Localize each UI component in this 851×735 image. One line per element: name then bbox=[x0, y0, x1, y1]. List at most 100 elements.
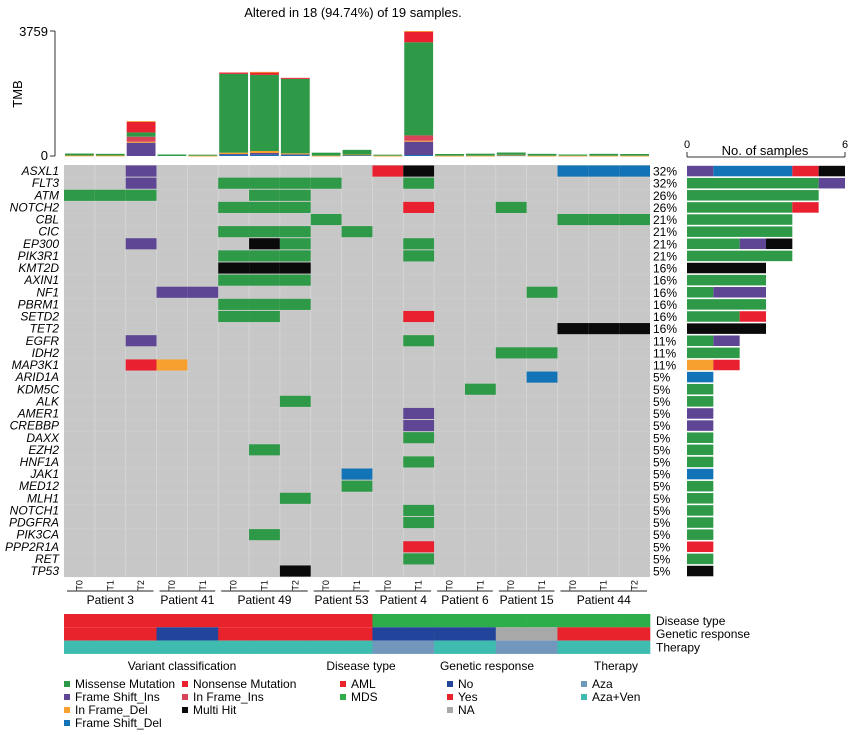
annotation-label: Genetic response bbox=[656, 627, 750, 641]
gene-label: NOTCH2 bbox=[10, 200, 60, 214]
side-bar-segment bbox=[713, 359, 740, 371]
legend-item-label: Nonsense Mutation bbox=[193, 677, 296, 691]
sample-label: T1 bbox=[105, 580, 115, 591]
gene-label: RET bbox=[35, 552, 61, 566]
matrix-cell bbox=[619, 213, 650, 226]
matrix-cell bbox=[249, 298, 280, 310]
side-bar-segment bbox=[687, 359, 714, 371]
sample-label: T2 bbox=[290, 580, 300, 591]
percent-label: 5% bbox=[653, 431, 671, 445]
gene-label: PBRM1 bbox=[18, 297, 59, 311]
gene-label: JAK1 bbox=[29, 467, 59, 481]
sample-label: T0 bbox=[383, 580, 393, 591]
legend-swatch bbox=[64, 720, 70, 726]
annotation-cell bbox=[218, 640, 250, 654]
legend-swatch bbox=[447, 707, 453, 713]
matrix-cell bbox=[403, 516, 435, 529]
matrix-cell bbox=[526, 286, 558, 298]
annotation-cell bbox=[310, 614, 342, 628]
annotation-cell bbox=[619, 627, 651, 641]
percent-label: 21% bbox=[653, 237, 677, 251]
percent-label: 5% bbox=[653, 468, 671, 482]
tmb-bar-segment bbox=[558, 155, 588, 157]
side-bar-segment bbox=[687, 250, 793, 262]
matrix-cell bbox=[403, 250, 435, 262]
percent-labels: 32%32%26%26%21%21%21%21%16%16%16%16%16%1… bbox=[653, 165, 677, 579]
patient-label: Patient 44 bbox=[577, 593, 631, 607]
matrix-cell bbox=[403, 420, 435, 432]
matrix-cell bbox=[403, 407, 435, 420]
tmb-bar-segment bbox=[219, 73, 249, 153]
matrix-cell bbox=[249, 189, 280, 201]
tmb-bar-segment bbox=[188, 155, 218, 157]
side-bar-segment bbox=[687, 529, 714, 540]
patient-label: Patient 49 bbox=[237, 593, 291, 607]
annotation-cell bbox=[156, 640, 188, 654]
matrix-cell bbox=[341, 480, 373, 492]
legend-item-label: NA bbox=[458, 703, 475, 717]
side-bar-segment bbox=[792, 202, 819, 213]
side-bar-segment bbox=[687, 480, 714, 492]
matrix-cell bbox=[588, 323, 620, 335]
matrix-cell bbox=[279, 189, 311, 201]
annotation-cell bbox=[372, 614, 404, 628]
side-bar-segment bbox=[687, 493, 714, 504]
matrix-cell bbox=[279, 201, 311, 213]
matrix-cell bbox=[495, 201, 527, 213]
legend-item-label: Multi Hit bbox=[193, 703, 237, 717]
gene-label: SETD2 bbox=[20, 310, 59, 324]
matrix-cell bbox=[588, 165, 620, 177]
matrix-cell bbox=[557, 165, 589, 177]
matrix-cell bbox=[249, 262, 280, 274]
matrix-cell bbox=[279, 492, 311, 504]
legend-item-label: Aza+Ven bbox=[592, 690, 640, 704]
percent-label: 26% bbox=[653, 189, 677, 203]
legend-item-label: In Frame_Ins bbox=[193, 690, 264, 704]
annotation-cell bbox=[588, 627, 620, 641]
tmb-bar-segment bbox=[95, 153, 125, 156]
gene-label: TP53 bbox=[30, 564, 59, 578]
side-axis-title: No. of samples bbox=[722, 143, 809, 158]
tmb-bar-segment bbox=[65, 153, 94, 156]
percent-label: 16% bbox=[653, 286, 677, 300]
matrix-cell bbox=[279, 226, 311, 238]
side-bar-segment bbox=[687, 541, 714, 553]
matrix-cell bbox=[187, 286, 219, 298]
tmb-bar-segment bbox=[373, 155, 403, 157]
sample-label: T1 bbox=[599, 580, 609, 591]
sample-label: T1 bbox=[537, 580, 547, 591]
percent-label: 21% bbox=[653, 213, 677, 227]
side-bar-segment bbox=[687, 517, 714, 528]
annotation-cell bbox=[495, 614, 527, 628]
tmb-bars bbox=[65, 30, 649, 157]
annotation-cell bbox=[249, 614, 281, 628]
tmb-bar-segment bbox=[126, 121, 156, 133]
matrix-cell bbox=[619, 165, 650, 177]
gene-label: MED12 bbox=[19, 479, 59, 493]
matrix-cell bbox=[249, 444, 280, 456]
patient-label: Patient 15 bbox=[500, 593, 554, 607]
chart-title: Altered in 18 (94.74%) of 19 samples. bbox=[244, 5, 462, 20]
annotation-cell bbox=[94, 614, 126, 628]
side-bar-segment bbox=[766, 238, 793, 250]
matrix-cell bbox=[249, 529, 280, 541]
side-bar-segment bbox=[687, 420, 714, 431]
annotation-cell bbox=[495, 640, 527, 654]
sample-label: T0 bbox=[568, 580, 578, 591]
matrix-cell bbox=[218, 310, 250, 323]
annotation-cell bbox=[249, 627, 281, 641]
percent-label: 16% bbox=[653, 298, 677, 312]
matrix-cell bbox=[249, 310, 280, 323]
annotation-label: Therapy bbox=[656, 640, 700, 654]
annotation-cell bbox=[341, 627, 373, 641]
tmb-bar-segment bbox=[280, 78, 310, 154]
annotation-cell bbox=[279, 640, 312, 654]
side-bar-segment bbox=[687, 299, 766, 310]
matrix-cell bbox=[279, 565, 311, 577]
annotation-cell bbox=[341, 640, 373, 654]
side-bar-segment bbox=[687, 444, 714, 456]
side-bar-segment bbox=[687, 553, 714, 565]
gene-label: IDH2 bbox=[32, 346, 60, 360]
side-axis-tick-label-min: 0 bbox=[684, 139, 690, 151]
